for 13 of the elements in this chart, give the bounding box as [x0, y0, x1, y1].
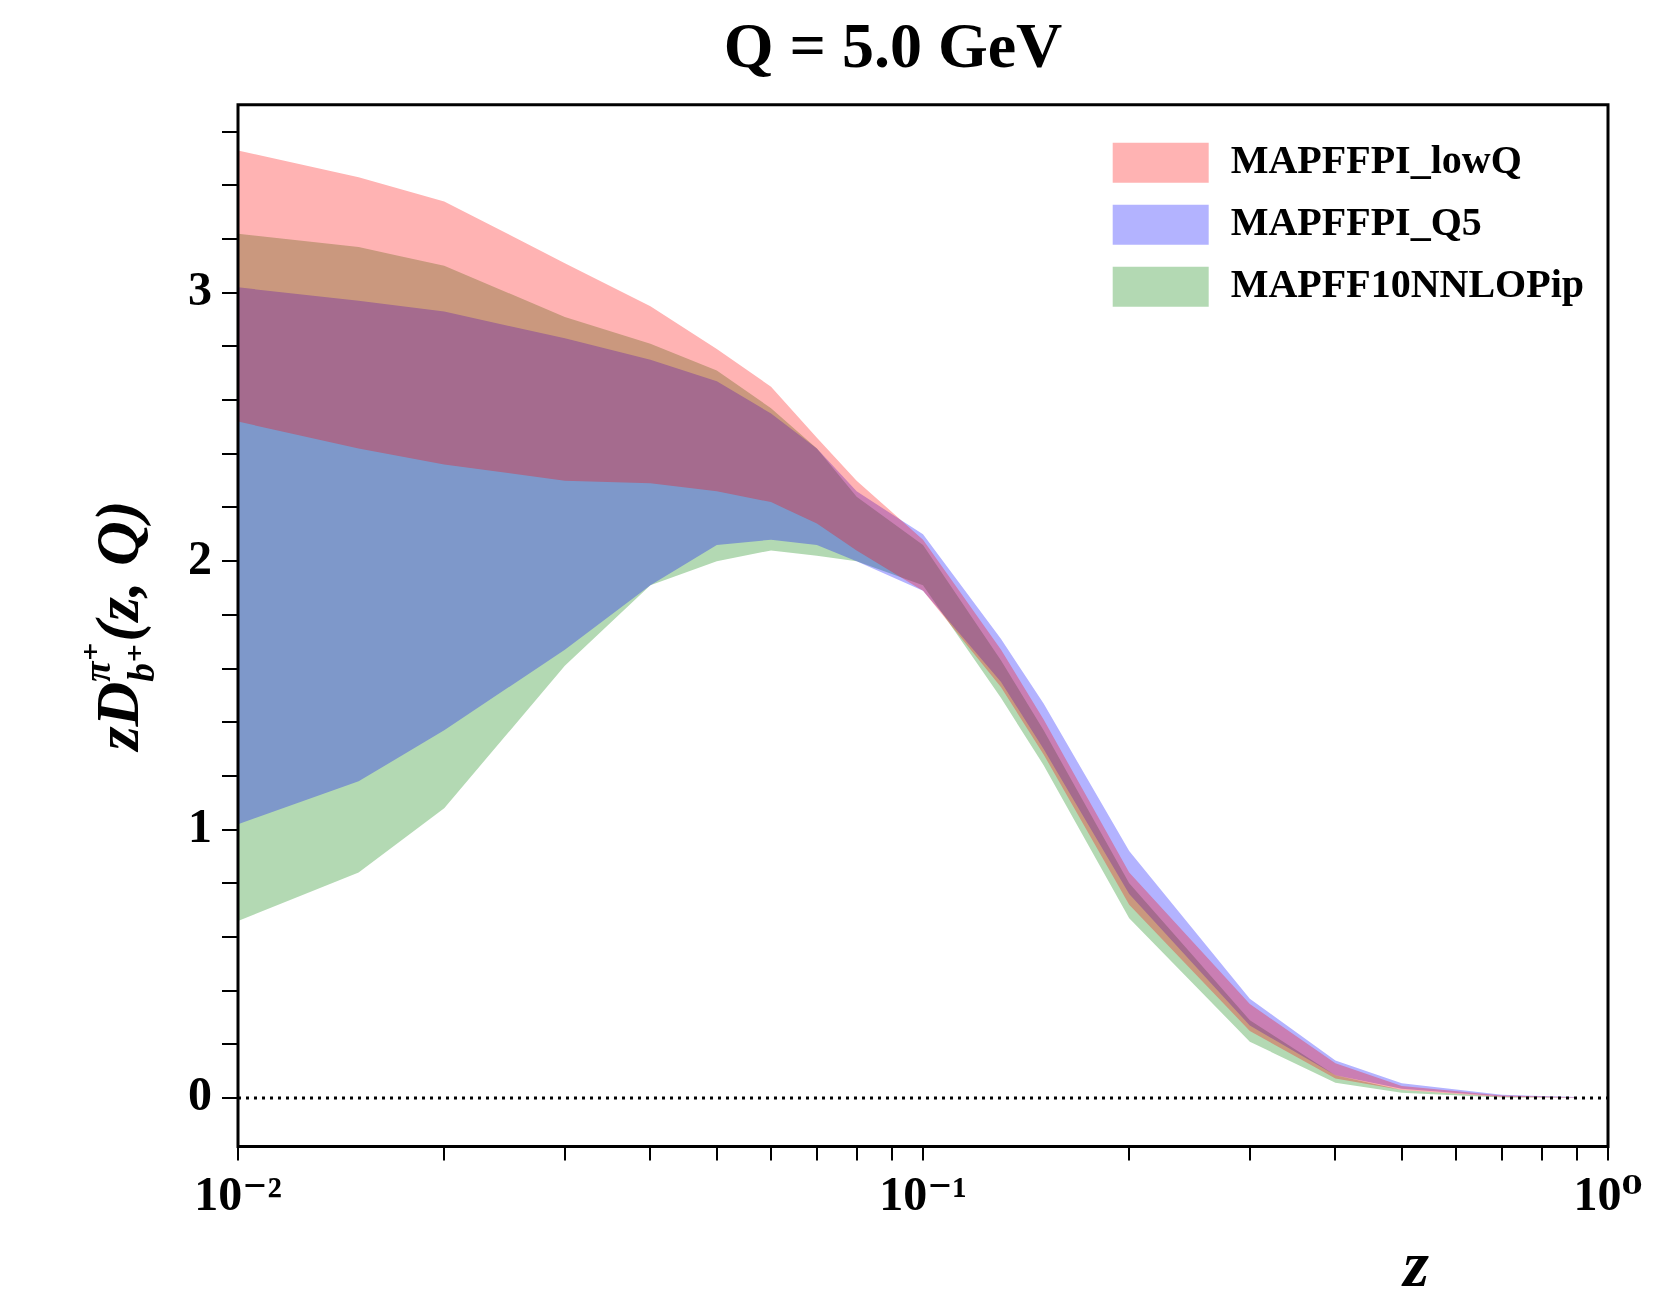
y-axis-title: zDπ⁺b⁺(z, Q) [77, 500, 162, 753]
y-tick-label: 2 [188, 530, 212, 584]
x-axis-title: z [1401, 1227, 1430, 1301]
legend-label: MAPFF10NNLOPip [1230, 261, 1585, 307]
y-tick-label: 3 [188, 262, 212, 316]
y-tick-label: 1 [188, 799, 212, 853]
x-tick-label: 10⁻² [194, 1166, 282, 1220]
legend-label: MAPFFPI_lowQ [1230, 137, 1522, 183]
legend-label: MAPFFPI_Q5 [1230, 199, 1482, 245]
x-tick-label: 10⁻¹ [879, 1166, 967, 1220]
chart-title: Q = 5.0 GeV [723, 9, 1063, 81]
x-tick-label: 10⁰ [1573, 1166, 1643, 1220]
y-tick-label: 0 [188, 1067, 212, 1121]
